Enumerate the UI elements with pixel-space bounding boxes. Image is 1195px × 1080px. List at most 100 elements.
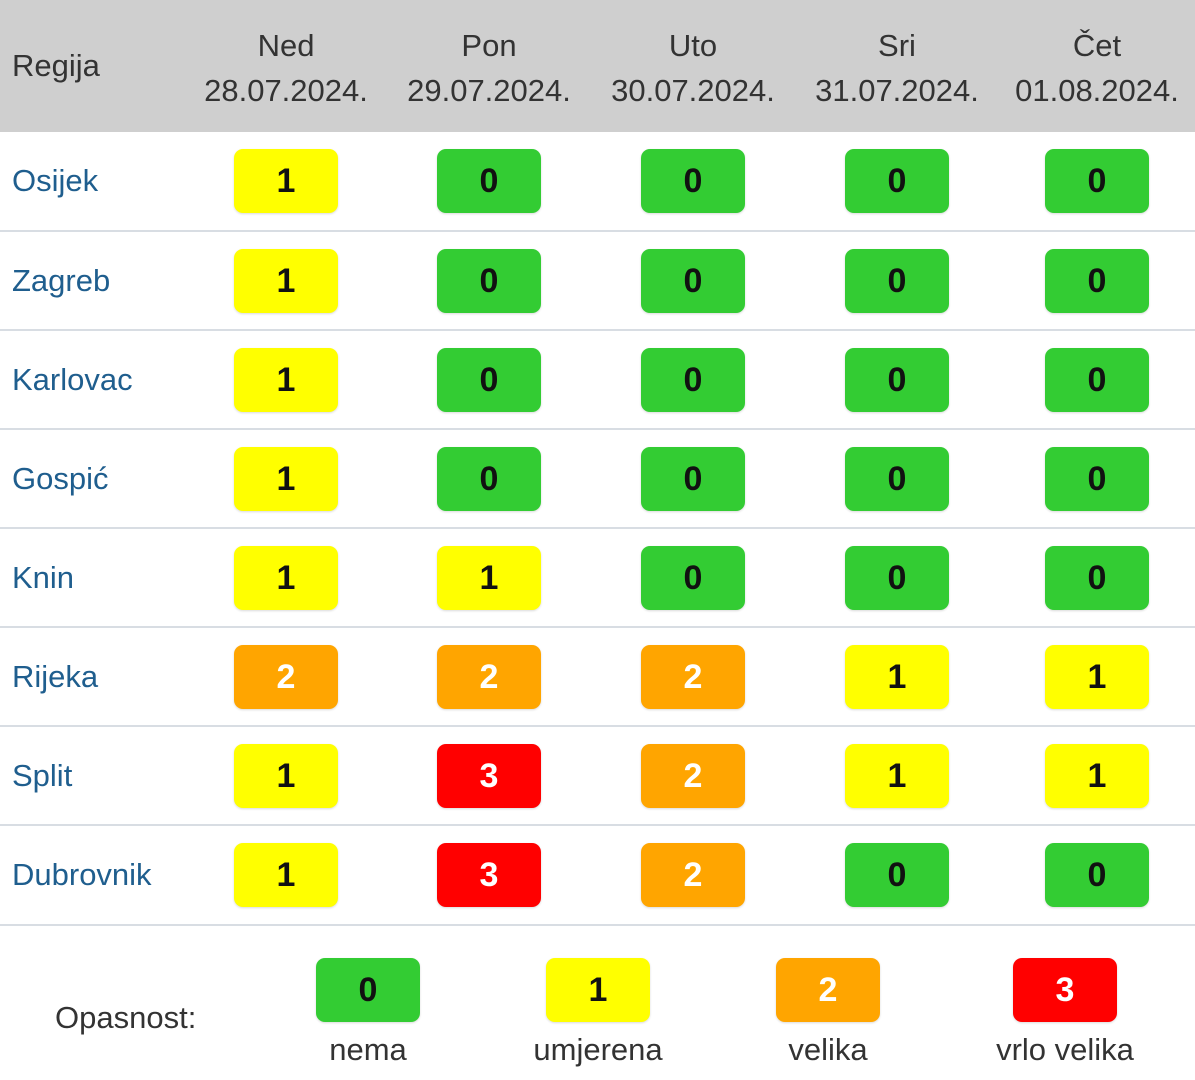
region-name[interactable]: Dubrovnik <box>12 857 152 892</box>
danger-level-badge: 1 <box>1045 644 1149 709</box>
danger-cell: 0 <box>591 528 795 627</box>
danger-cell: 1 <box>185 231 387 330</box>
region-name[interactable]: Karlovac <box>12 361 133 397</box>
danger-cell: 0 <box>795 528 999 627</box>
fire-danger-table: Regija Ned 28.07.2024. Pon 29.07.2024. U… <box>0 0 1195 925</box>
danger-cell: 2 <box>387 627 591 726</box>
danger-cell: 1 <box>999 627 1195 726</box>
danger-level-badge: 0 <box>641 149 745 213</box>
danger-level-badge: 0 <box>845 545 949 610</box>
danger-level-badge: 2 <box>234 644 338 709</box>
day-name: Sri <box>878 28 916 63</box>
danger-cell: 0 <box>795 132 999 231</box>
danger-level-badge: 0 <box>1045 149 1149 213</box>
danger-level-badge: 0 <box>641 248 745 313</box>
danger-cell: 1 <box>185 132 387 231</box>
danger-level-badge: 0 <box>641 347 745 412</box>
danger-cell: 0 <box>387 330 591 429</box>
danger-level-badge: 1 <box>234 248 338 313</box>
danger-level-badge: 2 <box>641 644 745 709</box>
danger-level-badge: 1 <box>234 743 338 808</box>
region-name[interactable]: Knin <box>12 559 75 595</box>
danger-level-badge: 2 <box>641 743 745 808</box>
danger-cell: 0 <box>591 330 795 429</box>
danger-level-badge: 3 <box>437 843 541 907</box>
day-name: Uto <box>668 28 718 63</box>
danger-cell: 0 <box>591 231 795 330</box>
day-name: Ned <box>257 28 315 63</box>
table-header: Regija Ned 28.07.2024. Pon 29.07.2024. U… <box>0 0 1195 132</box>
header-row: Regija Ned 28.07.2024. Pon 29.07.2024. U… <box>0 0 1195 132</box>
danger-level-badge: 1 <box>234 347 338 412</box>
legend-item: 1 umjerena <box>488 958 708 1068</box>
day-column-header: Sri 31.07.2024. <box>795 0 999 132</box>
danger-level-badge: 2 <box>437 644 541 709</box>
danger-cell: 0 <box>999 528 1195 627</box>
danger-cell: 2 <box>591 825 795 925</box>
day-column-header: Ned 28.07.2024. <box>185 0 387 132</box>
region-name[interactable]: Rijeka <box>12 658 99 694</box>
day-column-header: Pon 29.07.2024. <box>387 0 591 132</box>
day-date: 31.07.2024. <box>815 73 979 108</box>
region-name[interactable]: Split <box>12 757 73 793</box>
danger-cell: 1 <box>387 528 591 627</box>
danger-cell: 2 <box>591 726 795 825</box>
danger-cell: 0 <box>999 132 1195 231</box>
day-date: 30.07.2024. <box>611 73 775 108</box>
danger-legend: Opasnost: 0 nema 1 umjerena 2 velika 3 v… <box>0 930 1195 1080</box>
danger-level-badge: 0 <box>845 446 949 511</box>
table-row: Split 1 3 2 1 1 <box>0 726 1195 825</box>
danger-level-badge: 1 <box>845 644 949 709</box>
danger-level-badge: 0 <box>845 248 949 313</box>
danger-cell: 0 <box>999 825 1195 925</box>
danger-level-badge: 0 <box>437 347 541 412</box>
danger-level-badge: 1 <box>234 545 338 610</box>
table-body: Osijek 1 0 0 0 0 Zagreb 1 0 0 0 0 Karlovac 1 0 0 0 0 Gospi… <box>0 132 1195 925</box>
legend-item: 0 nema <box>258 958 478 1068</box>
danger-level-badge: 0 <box>437 446 541 511</box>
danger-level-badge: 0 <box>1045 545 1149 610</box>
danger-cell: 2 <box>185 627 387 726</box>
day-column-header: Čet 01.08.2024. <box>999 0 1195 132</box>
danger-cell: 0 <box>387 429 591 528</box>
table-row: Dubrovnik 1 3 2 0 0 <box>0 825 1195 925</box>
region-name[interactable]: Gospić <box>12 460 109 496</box>
legend-badge: 3 <box>1013 958 1117 1022</box>
legend-caption: vrlo velika <box>996 1032 1134 1067</box>
danger-level-badge: 2 <box>641 843 745 907</box>
region-column-header: Regija <box>12 48 100 83</box>
region-name[interactable]: Zagreb <box>12 262 111 298</box>
table-row: Osijek 1 0 0 0 0 <box>0 132 1195 231</box>
danger-level-badge: 0 <box>641 446 745 511</box>
day-name: Čet <box>1072 28 1122 63</box>
table-row: Zagreb 1 0 0 0 0 <box>0 231 1195 330</box>
region-name[interactable]: Osijek <box>12 163 99 198</box>
danger-cell: 0 <box>387 231 591 330</box>
danger-cell: 2 <box>591 627 795 726</box>
legend-badge: 1 <box>546 958 650 1022</box>
danger-cell: 0 <box>591 429 795 528</box>
day-date: 29.07.2024. <box>407 73 571 108</box>
danger-cell: 0 <box>999 330 1195 429</box>
danger-level-badge: 1 <box>234 149 338 213</box>
legend-caption: nema <box>329 1032 407 1067</box>
danger-cell: 0 <box>795 330 999 429</box>
table-row: Knin 1 1 0 0 0 <box>0 528 1195 627</box>
legend-item: 3 vrlo velika <box>955 958 1175 1068</box>
danger-cell: 1 <box>185 330 387 429</box>
day-name: Pon <box>461 28 517 63</box>
legend-badge: 2 <box>776 958 880 1022</box>
legend-caption: velika <box>788 1032 868 1067</box>
day-date: 28.07.2024. <box>204 73 368 108</box>
danger-cell: 0 <box>795 231 999 330</box>
danger-cell: 1 <box>185 429 387 528</box>
legend-item: 2 velika <box>718 958 938 1068</box>
danger-cell: 0 <box>795 825 999 925</box>
danger-cell: 3 <box>387 825 591 925</box>
danger-level-badge: 1 <box>437 545 541 610</box>
danger-cell: 0 <box>591 132 795 231</box>
table-row: Karlovac 1 0 0 0 0 <box>0 330 1195 429</box>
legend-badge: 0 <box>316 958 420 1022</box>
danger-level-badge: 3 <box>437 743 541 808</box>
